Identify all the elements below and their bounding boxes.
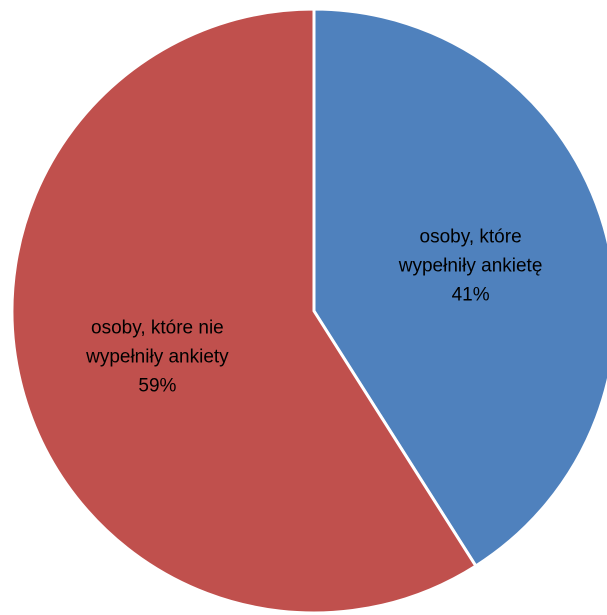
slice-label-line: osoby, które nie [91,318,224,339]
slice-label-2: osoby, które nie wypełniły ankiety 59% [85,318,229,397]
slice-label-line: wypełniły ankietę [398,256,543,277]
slice-label-line: 41% [452,285,490,306]
slice-label-line: wypełniły ankiety [85,347,229,368]
slice-label-line: osoby, które [420,227,522,248]
slice-label-1: osoby, które wypełniły ankietę 41% [398,227,543,306]
pie-slices [10,7,607,615]
pie-slice-1 [312,7,607,569]
pie-slice-2 [10,7,478,615]
slice-labels: osoby, które wypełniły ankietę 41%osoby, k… [85,227,542,397]
slice-label-line: 59% [138,376,176,397]
